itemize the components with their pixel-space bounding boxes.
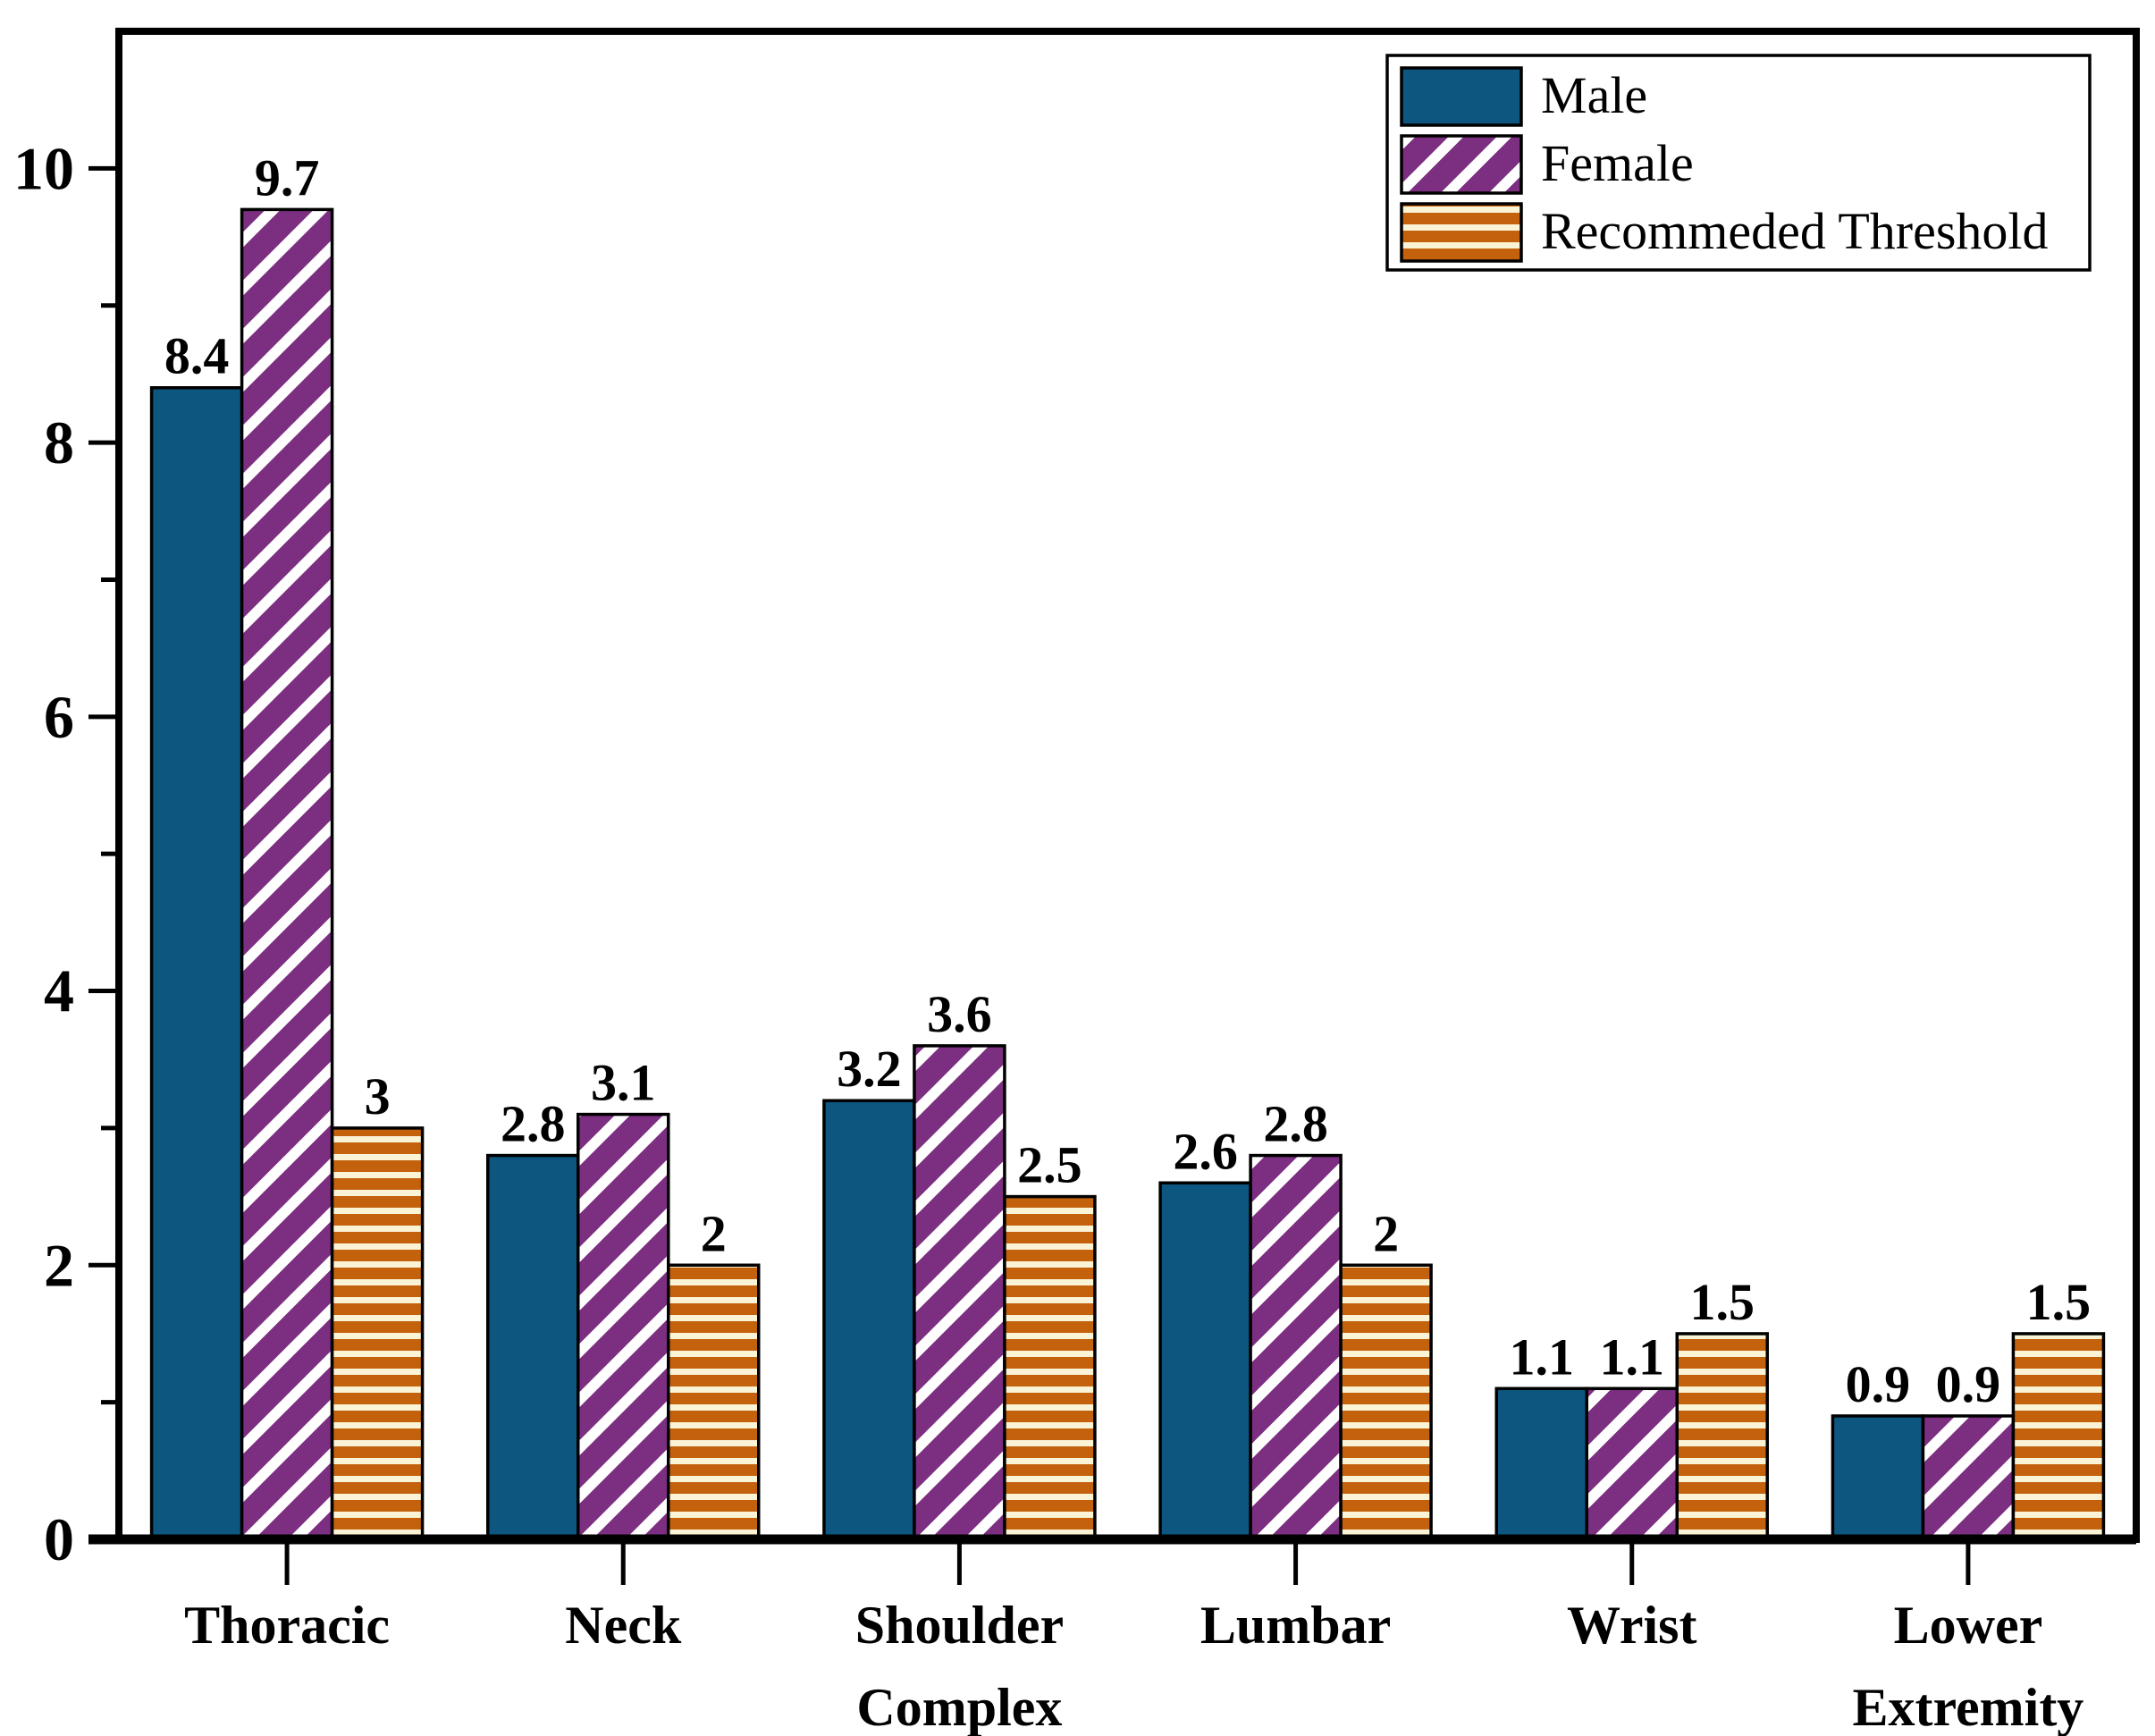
legend-swatch-recommeded-threshold (1400, 202, 1523, 263)
bar-male-neck (486, 1153, 580, 1541)
bar-female-shoulder-complex (913, 1044, 1006, 1541)
bar-value-label: 0.9 (1846, 1355, 1911, 1413)
x-category-label: Shoulder (855, 1596, 1064, 1655)
bar-recommeded-threshold-lower-extremity (2011, 1332, 2106, 1541)
bar-value-label: 1.1 (1600, 1327, 1665, 1386)
bar-female-wrist (1585, 1386, 1679, 1541)
bar-recommeded-threshold-thoracic (330, 1126, 425, 1541)
bar-female-neck (577, 1112, 670, 1541)
y-tick-label: 2 (44, 1231, 74, 1299)
bar-male-lumbar (1158, 1181, 1252, 1541)
x-category-label: Extremity (1853, 1678, 2084, 1736)
legend-label-female: Female (1541, 134, 1694, 192)
legend-swatch-male (1400, 66, 1523, 127)
x-category-label: Wrist (1567, 1596, 1697, 1655)
bar-male-thoracic (149, 385, 244, 1541)
y-tick-label: 6 (44, 683, 74, 751)
x-category-label: Complex (856, 1678, 1062, 1736)
bar-male-wrist (1494, 1386, 1588, 1541)
bar-value-label: 8.4 (164, 327, 230, 385)
legend-label-male: Male (1541, 66, 1647, 124)
bar-value-label: 1.1 (1510, 1327, 1575, 1386)
bar-recommeded-threshold-shoulder-complex (1003, 1194, 1097, 1541)
bar-recommeded-threshold-lumbar (1339, 1263, 1433, 1541)
bar-female-thoracic (240, 207, 334, 1541)
bar-value-label: 2 (1373, 1204, 1399, 1262)
y-tick-label: 4 (44, 957, 74, 1025)
bar-value-label: 2.6 (1173, 1122, 1238, 1180)
y-tick-label: 10 (13, 134, 74, 202)
bar-value-label: 9.7 (255, 148, 320, 206)
bar-male-shoulder-complex (822, 1099, 916, 1541)
legend: Male Female Recommeded Threshold (1385, 54, 2092, 272)
x-category-label: Lower (1894, 1596, 2043, 1655)
legend-swatch-female (1400, 134, 1523, 195)
bar-female-lumbar (1249, 1153, 1343, 1541)
bar-recommeded-threshold-neck (667, 1263, 761, 1541)
bar-value-label: 3.1 (591, 1054, 656, 1112)
bar-value-label: 3.6 (927, 985, 992, 1043)
bar-female-lower-extremity (1921, 1414, 2016, 1541)
bar-male-lower-extremity (1831, 1414, 1925, 1541)
bar-value-label: 3 (365, 1067, 391, 1125)
x-category-label: Neck (565, 1596, 682, 1655)
bar-value-label: 2.5 (1017, 1136, 1082, 1194)
y-tick-label: 0 (44, 1505, 74, 1573)
bar-value-label: 1.5 (2026, 1273, 2092, 1331)
x-category-label: Thoracic (184, 1596, 390, 1655)
bar-value-label: 3.2 (837, 1040, 902, 1098)
bar-value-label: 2 (701, 1204, 727, 1262)
legend-label-recommeded-threshold: Recommeded Threshold (1541, 202, 2049, 260)
bar-value-label: 0.9 (1936, 1355, 2001, 1413)
bar-value-label: 2.8 (501, 1095, 566, 1153)
x-category-label: Lumbar (1200, 1596, 1391, 1655)
bar-recommeded-threshold-wrist (1675, 1332, 1769, 1541)
bar-value-label: 2.8 (1263, 1095, 1328, 1153)
y-tick-label: 8 (44, 409, 74, 476)
bar-value-label: 1.5 (1690, 1273, 1755, 1331)
